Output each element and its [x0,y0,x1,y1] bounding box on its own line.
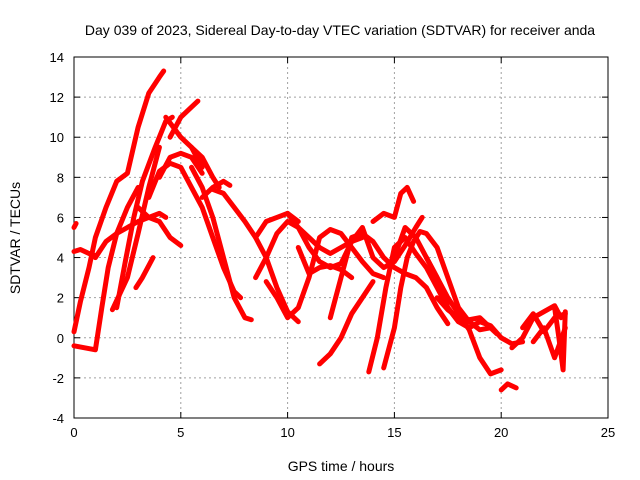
series-s31 [498,381,519,393]
y-tick-label: -4 [52,411,64,426]
y-tick-label: 14 [50,50,64,65]
series-s11 [135,204,184,248]
plot-frame [73,56,609,419]
y-tick-label: 2 [57,291,64,306]
series-s8 [167,98,201,140]
series-s17 [210,186,301,325]
series-s29 [423,255,526,347]
x-tick-label: 5 [177,425,184,440]
x-tick-labels: 0 5 10 15 20 25 [70,425,615,440]
tick-marks [73,56,609,419]
x-tick-label: 20 [494,425,508,440]
series-s16 [199,178,233,200]
x-tick-label: 15 [387,425,401,440]
y-tick-label: 0 [57,331,64,346]
series-s15 [189,144,222,190]
series-s28 [391,225,504,377]
series-s14 [189,164,254,323]
series-s23 [317,279,376,367]
y-tick-label: 8 [57,170,64,185]
series-s18 [253,219,365,281]
y-axis-label: SDTVAR / TECUs [7,182,23,294]
x-tick-label: 0 [70,425,77,440]
series-s26 [381,229,500,371]
series-s10 [133,255,156,291]
series-s9 [92,210,169,261]
series-s4 [71,184,141,353]
y-tick-label: 10 [50,130,64,145]
series-s3 [71,247,98,259]
y-tick-label: 12 [50,90,64,105]
x-axis-label: GPS time / hours [288,458,395,474]
y-tick-labels: -4 -2 0 2 4 6 8 10 12 14 [50,50,64,426]
series-s30 [434,295,493,331]
series-s19 [263,227,387,321]
series-s27 [370,184,417,224]
y-tick-label: 6 [57,210,64,225]
data-series [71,68,568,393]
series-s35 [552,305,568,373]
x-tick-label: 10 [280,425,294,440]
series-s1 [71,68,167,335]
series-s2 [71,221,79,230]
y-tick-label: 4 [57,251,64,266]
x-tick-label: 25 [601,425,615,440]
series-s13 [156,150,205,180]
y-tick-label: -2 [52,371,64,386]
chart-title: Day 039 of 2023, Sidereal Day-to-day VTE… [85,22,595,38]
